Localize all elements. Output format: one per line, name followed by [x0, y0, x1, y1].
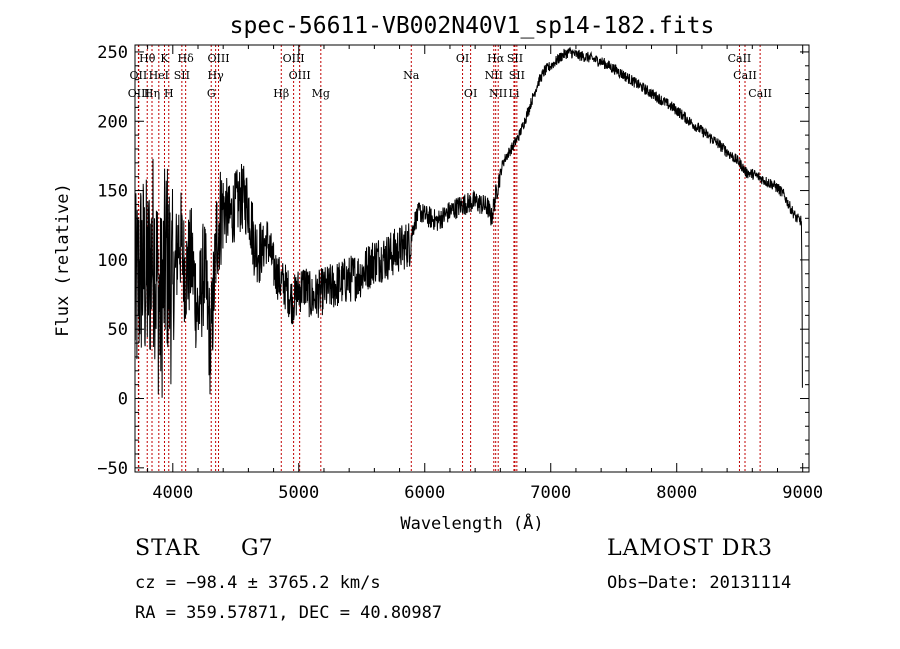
observation-date: Obs−Date: 20131114	[607, 573, 792, 593]
line-label-16: Na	[403, 69, 420, 82]
line-label-12: Hβ	[273, 87, 289, 100]
line-label-27: CaII	[748, 87, 772, 100]
line-label-4: HeI	[149, 69, 169, 82]
redshift-readout: cz = −98.4 ± 3765.2 km/s	[135, 573, 381, 593]
line-label-17: OI	[456, 52, 469, 65]
y-tick-label-100: 100	[97, 251, 128, 271]
y-tick-label-200: 200	[97, 112, 128, 132]
line-label-7: SII	[174, 69, 190, 82]
x-tick-label-7000: 7000	[530, 483, 571, 503]
line-label-3: K	[160, 52, 169, 65]
y-axis-label: Flux (relative)	[53, 183, 73, 337]
x-axis: 4000 5000 6000 7000 8000 9000	[147, 45, 823, 503]
x-tick-label-9000: 9000	[782, 483, 823, 503]
y-tick-label-150: 150	[97, 182, 128, 202]
line-label-14: OIII	[289, 69, 311, 82]
emission-line-markers	[137, 45, 761, 472]
spectrum-line	[134, 46, 803, 398]
line-label-2: OIII	[128, 87, 150, 100]
line-label-24: Li	[509, 87, 520, 100]
line-label-1: OII	[130, 69, 148, 82]
sky-coordinates: RA = 359.57871, DEC = 40.80987	[135, 603, 443, 623]
y-tick-label-50: 50	[108, 320, 128, 340]
line-label-5: Hη	[144, 87, 160, 100]
line-label-0: Hθ	[139, 52, 156, 65]
y-tick-label-250: 250	[97, 43, 128, 63]
line-label-9: OIII	[207, 52, 229, 65]
line-label-22: SII	[507, 52, 523, 65]
line-label-20: NII	[485, 69, 503, 82]
line-label-6: H	[164, 87, 174, 100]
x-axis-label: Wavelength (Å)	[400, 512, 543, 534]
x-tick-label-5000: 5000	[278, 483, 319, 503]
y-tick-label--50: −50	[97, 459, 128, 479]
line-label-8: Hδ	[178, 52, 195, 65]
line-label-11: G	[207, 87, 216, 100]
line-label-15: Mg	[312, 87, 330, 100]
line-label-23: SII	[509, 69, 525, 82]
chart-title: spec-56611-VB002N40V1_sp14-182.fits	[230, 13, 715, 39]
line-label-25: CaII	[728, 52, 752, 65]
line-label-10: Hγ	[208, 69, 225, 82]
plot-frame	[134, 44, 810, 473]
y-tick-label-0: 0	[118, 390, 128, 410]
x-tick-label-8000: 8000	[656, 483, 697, 503]
x-tick-label-6000: 6000	[404, 483, 445, 503]
x-tick-label-4000: 4000	[152, 483, 193, 503]
survey-name: LAMOST DR3	[607, 536, 773, 561]
line-label-26: CaII	[733, 69, 757, 82]
object-type: STAR	[135, 536, 200, 561]
line-label-21: NII	[489, 87, 507, 100]
line-label-18: OI	[464, 87, 477, 100]
line-label-13: OIII	[283, 52, 305, 65]
line-label-19: Hα	[487, 52, 505, 65]
spectral-subclass: G7	[241, 536, 273, 561]
